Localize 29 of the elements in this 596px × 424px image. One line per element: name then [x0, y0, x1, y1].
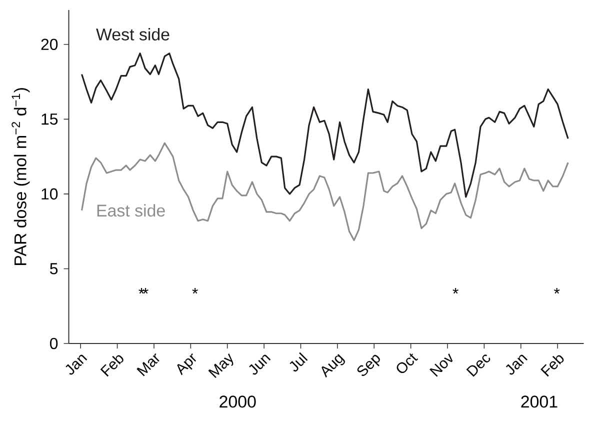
annotation: *: [138, 288, 144, 294]
x-tick-label: Feb: [100, 355, 124, 377]
y-axis-title: PAR dose (mol m$^{−2}$ d$^{−1}$): [12, 88, 30, 265]
y-tick-label: 5: [50, 263, 58, 274]
text: 2000: [220, 396, 256, 408]
x-tick-label: Jan: [506, 354, 528, 375]
x-tick-label: Nov: [430, 353, 453, 377]
series-label: West side: [96, 28, 170, 40]
x-tick-label: Feb: [540, 355, 564, 377]
x-tick-label: Sep: [357, 354, 380, 376]
y-tick-label: 10: [42, 188, 58, 200]
y-tick-label: 20: [41, 38, 58, 50]
x-tick-label: May: [208, 353, 234, 378]
x-tick-label: Dec: [466, 354, 490, 377]
x-tick-label: Jul: [290, 352, 308, 372]
x-tick-label: Aug: [322, 354, 345, 378]
annotation: *: [142, 288, 148, 294]
annotation: *: [554, 288, 560, 294]
annotation: *: [192, 288, 198, 294]
x-tick-label: Jun: [249, 354, 271, 375]
x-tick-label: Oct: [396, 353, 418, 374]
x-tick-label: Jan: [66, 354, 88, 375]
series-label: East side: [97, 204, 165, 217]
x-tick-label: Apr: [177, 353, 196, 376]
y-tick-label: 0: [50, 338, 58, 350]
text: 2001: [521, 396, 558, 408]
y-tick-label: 15: [42, 114, 58, 125]
annotation: *: [452, 288, 458, 294]
x-tick-label: Mar: [136, 353, 160, 376]
